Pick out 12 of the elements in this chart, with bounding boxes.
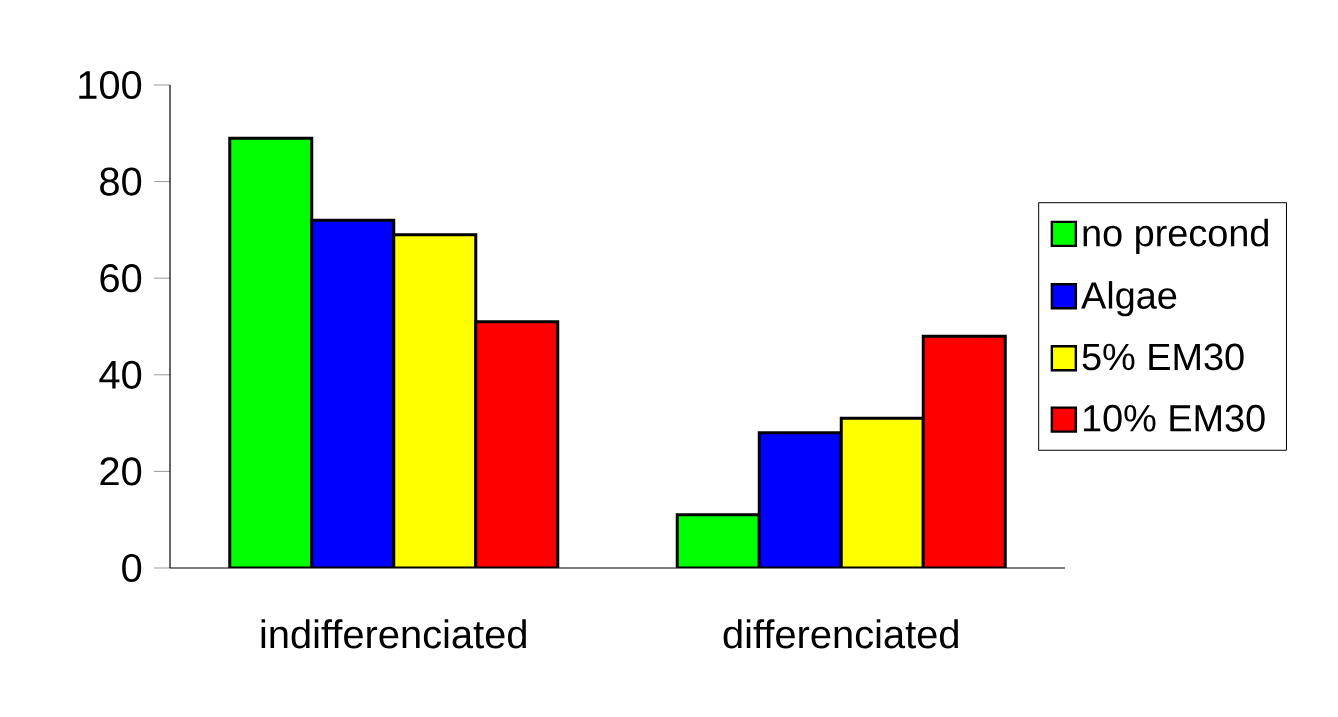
y-tick-label: 60	[100, 264, 142, 293]
x-tick-label: differenciated	[723, 619, 958, 649]
legend-label: no precond	[1083, 218, 1268, 254]
y-tick-label: 0	[122, 553, 142, 583]
y-tick-label: 100	[79, 70, 142, 100]
x-tick-label: indifferenciated	[261, 619, 526, 649]
y-tick-label: 80	[100, 167, 142, 196]
legend-label: Algae	[1081, 281, 1177, 317]
legend-label: 10% EM30	[1083, 404, 1265, 432]
legend-label: 5% EM30	[1082, 343, 1244, 371]
y-tick-label: 20	[100, 457, 142, 486]
y-tick-label: 40	[99, 360, 142, 389]
